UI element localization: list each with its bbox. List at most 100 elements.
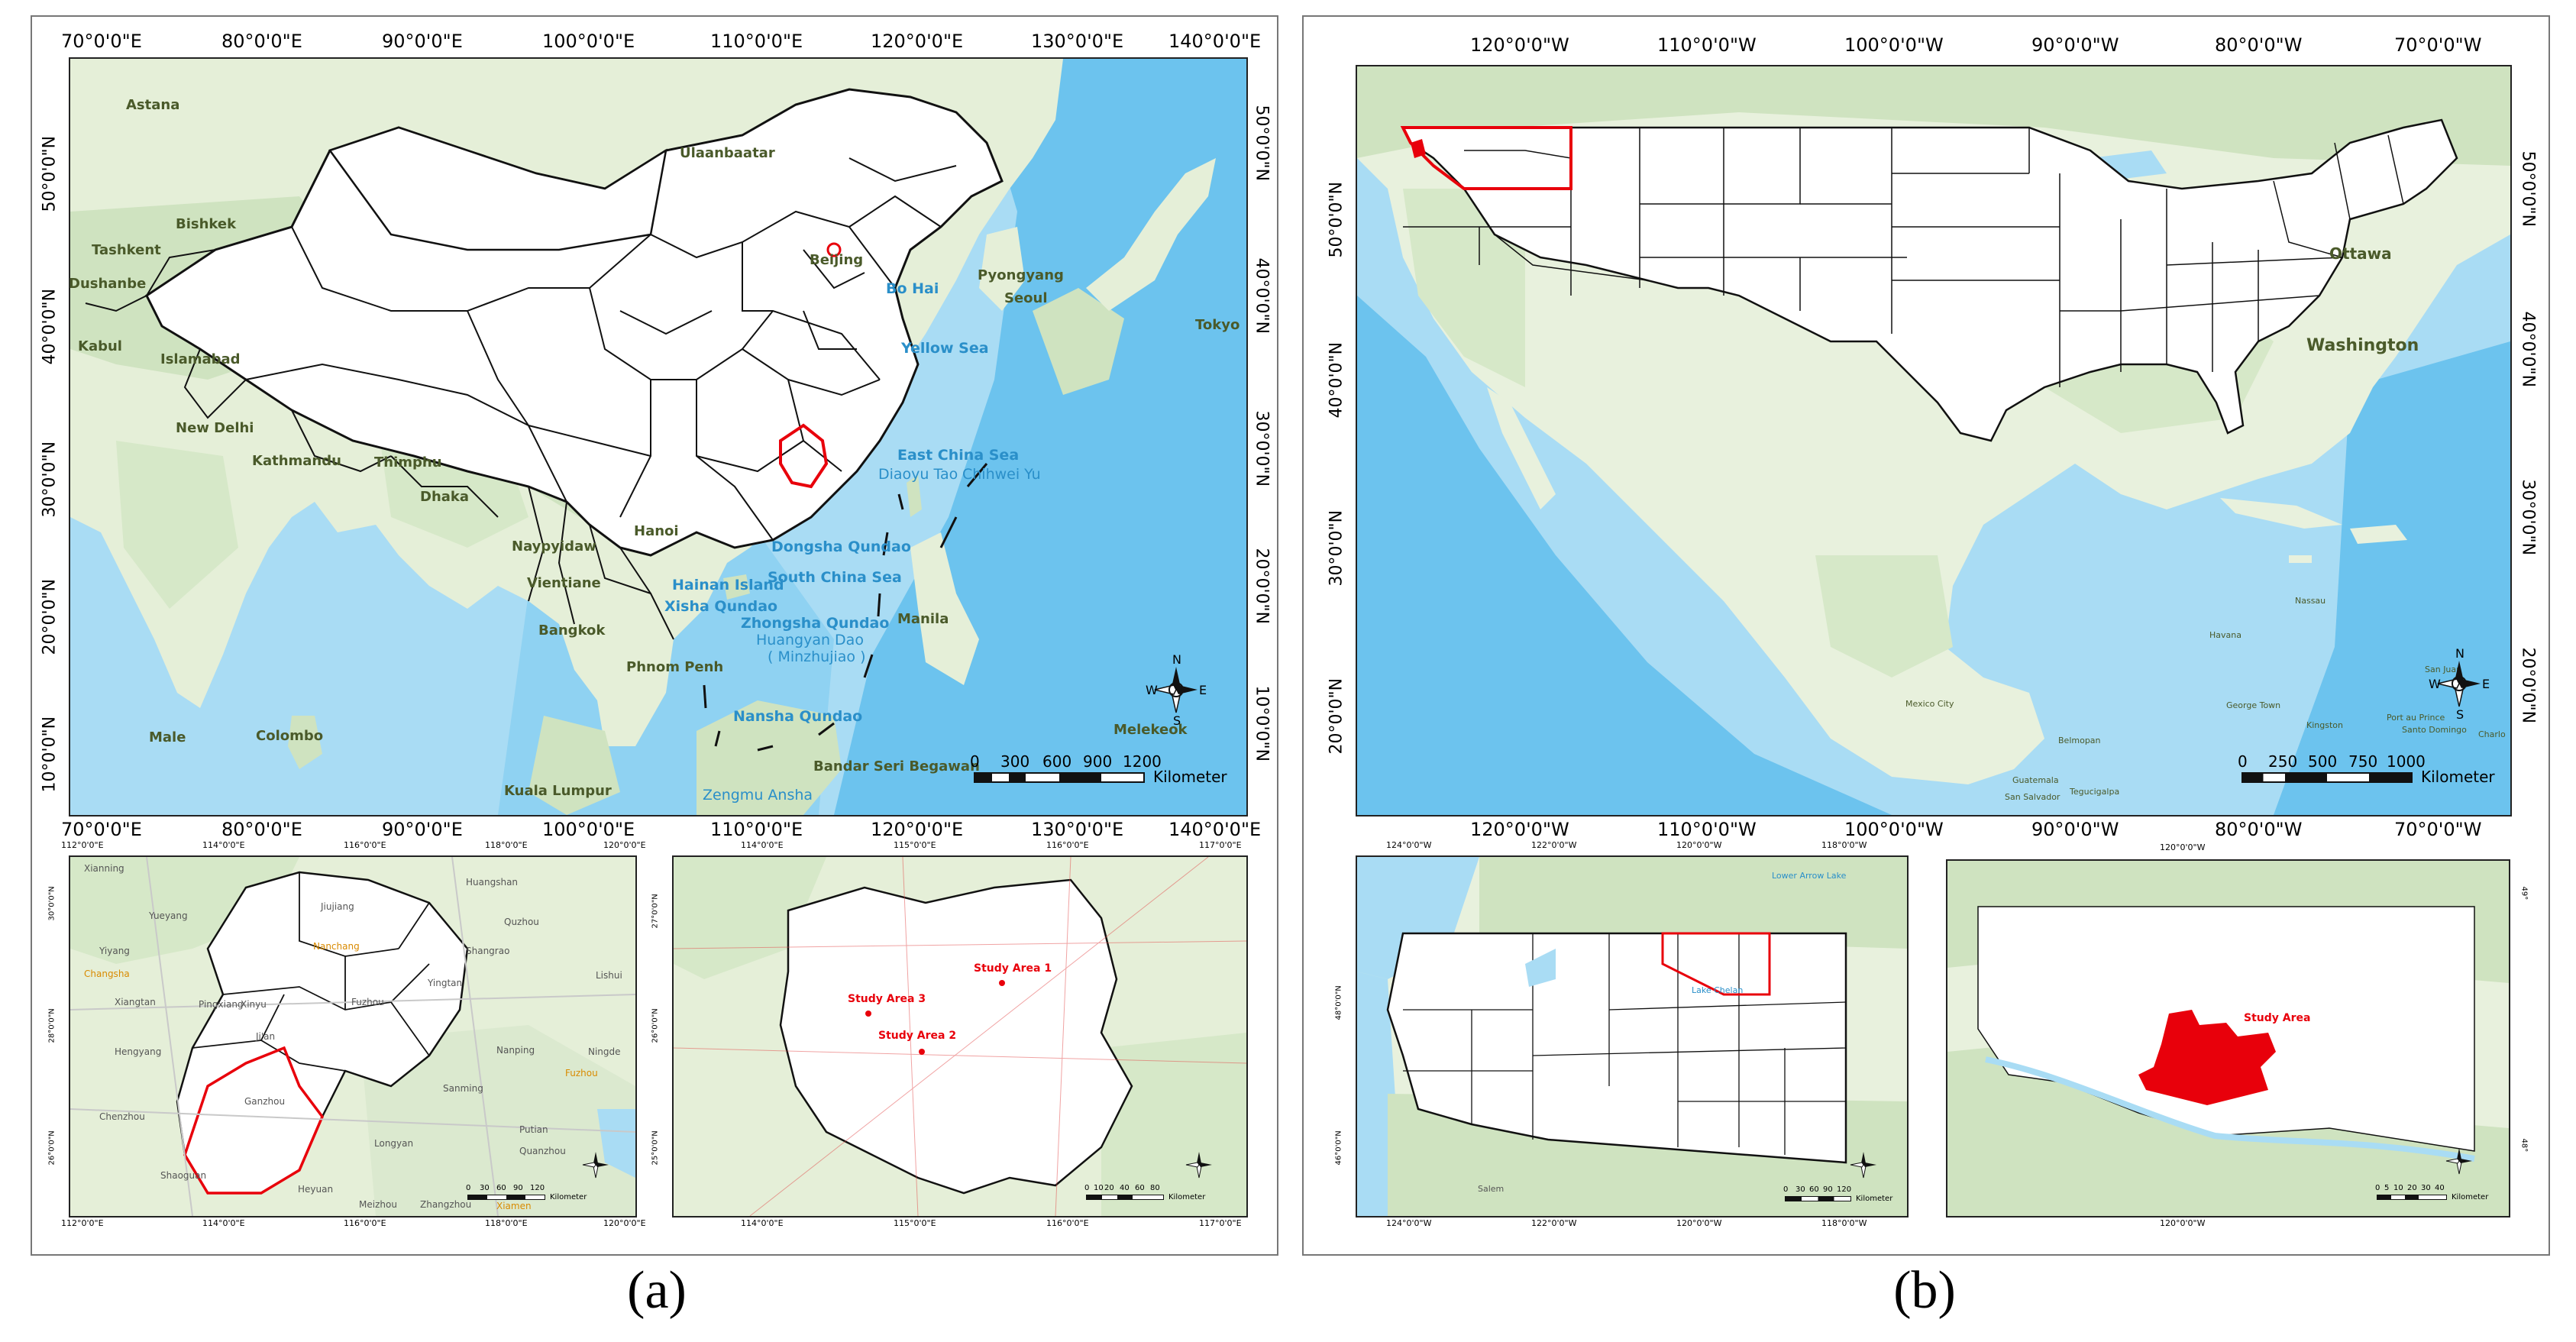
panel-b-top-lon-axis: 120°0'0"W 110°0'0"W 100°0'0"W 90°0'0"W 8… [1356, 34, 2509, 57]
city-label: San Juan [2425, 665, 2462, 674]
city-label: Melekeok [1113, 722, 1188, 738]
scale-tick: 300 [1000, 752, 1030, 771]
lat-tick: 26°0'0"N [47, 1130, 57, 1166]
inset2-scale-bar: 0 10 20 40 60 80 Kilometer [1084, 1184, 1237, 1207]
compass-rose-icon [2444, 1146, 2474, 1176]
study-area-label: Study Area 2 [878, 1030, 957, 1042]
lon-tick: 118°0'0"W [1821, 1218, 1867, 1228]
sea-label: Hainan Island [672, 577, 784, 593]
lon-tick: 124°0'0"W [1386, 1218, 1432, 1228]
city-label: Chenzhou [99, 1111, 145, 1122]
scale-tick: 40 [2435, 1184, 2445, 1192]
sea-label: Nansha Qundao [733, 708, 863, 725]
city-label: Bishkek [176, 216, 237, 232]
lon-tick: 122°0'0"W [1531, 1218, 1577, 1228]
lat-tick: 50°0'0"N [1252, 105, 1272, 182]
city-label: Belmopan [2058, 736, 2101, 745]
city-label: New Delhi [176, 420, 254, 436]
lon-tick: 116°0'0"E [1046, 840, 1089, 850]
lake-label: Lake Chelan [1692, 985, 1744, 995]
scale-tick: 10 [1094, 1184, 1104, 1192]
inset2-top-axis: 114°0'0"E 115°0'0"E 116°0'0"E 117°0'0"E [672, 840, 1245, 855]
city-label: Hanoi [634, 523, 679, 539]
scale-bar: 0 300 600 900 1200 Kilometer [970, 752, 1245, 791]
lon-tick: 124°0'0"W [1386, 840, 1432, 850]
sea-label: ( Minzhujiao ) [768, 648, 866, 665]
scale-tick: 600 [1042, 752, 1072, 771]
lon-tick: 115°0'0"E [894, 1218, 936, 1228]
panel-b-bottom-lon-axis: 120°0'0"W 110°0'0"W 100°0'0"W 90°0'0"W 8… [1356, 819, 2509, 842]
inset1-scale-bar: 0 30 60 90 120 Kilometer [466, 1184, 619, 1207]
sea-label: Chihwei Yu [962, 466, 1041, 483]
lon-tick: 130°0'0"E [1031, 819, 1124, 840]
lat-tick: 50°0'0"N [1327, 181, 1346, 258]
compass-n: N [1172, 652, 1181, 667]
city-label: Putian [519, 1124, 548, 1135]
city-label: Pingxiang [199, 999, 244, 1010]
city-label: Guatemala [2012, 775, 2059, 785]
inset2-study-labels: Study Area 1 Study Area 3 Study Area 2 [672, 855, 1245, 1214]
city-label: Meizhou [359, 1199, 397, 1210]
city-label: Ji'an [256, 1031, 276, 1042]
sea-label: Yellow Sea [901, 340, 989, 357]
city-label: Huangshan [466, 877, 519, 888]
inset-b2-right-axis: 49° 48° [2509, 859, 2539, 1214]
scale-tick: 10 [2393, 1184, 2403, 1192]
city-label: Manila [897, 611, 949, 627]
lat-tick: 49° [2519, 886, 2529, 901]
city-label: Charlo [2478, 729, 2506, 739]
inset-b1-left-axis: 48°0'0"N 46°0'0"N [1324, 855, 1354, 1214]
scale-tick: 30 [480, 1184, 490, 1192]
lon-tick: 120°0'0"W [1470, 819, 1569, 840]
scale-tick: 40 [1120, 1184, 1130, 1192]
city-label: Ganzhou [244, 1096, 286, 1107]
lat-tick: 20°0'0"N [1327, 677, 1346, 755]
city-label: Nassau [2295, 596, 2326, 606]
scale-tick: 20 [2407, 1184, 2417, 1192]
scale-unit: Kilometer [1856, 1195, 1893, 1203]
lat-tick: 40°0'0"N [40, 288, 60, 365]
lat-tick: 48°0'0"N [1334, 985, 1343, 1020]
compass-rose-icon [1848, 1150, 1879, 1180]
city-label: Longyan [374, 1138, 414, 1149]
panel-a-city-labels: Astana Ulaanbaatar Bishkek Tashkent Dush… [69, 57, 1245, 813]
lon-tick: 120°0'0"W [2160, 1218, 2206, 1228]
panel-b-inset-study-area [1946, 859, 2510, 1218]
sea-label: Dongsha Qundao [771, 538, 911, 555]
lon-tick: 70°0'0"E [61, 819, 142, 840]
panel-a-left-lat-axis: 50°0'0"N 40°0'0"N 30°0'0"N 20°0'0"N 10°0… [34, 57, 65, 813]
lat-tick: 40°0'0"N [1252, 257, 1272, 335]
sea-label: Diaoyu Tao [878, 466, 958, 483]
scale-tick: 250 [2268, 752, 2298, 771]
compass-w: W [2429, 677, 2441, 691]
city-label: Salem [1478, 1184, 1505, 1194]
city-label: Islamabad [160, 351, 241, 367]
scale-tick: 90 [1823, 1185, 1833, 1194]
sea-label: Xisha Qundao [664, 598, 778, 615]
inset-b2-scale-bar: 0 5 10 20 30 40 Kilometer [2375, 1184, 2505, 1207]
compass-n: N [2455, 646, 2464, 661]
inset-b2-bottom-axis: 120°0'0"W [1946, 1218, 2507, 1234]
scale-unit: Kilometer [550, 1193, 587, 1201]
scale-tick: 0 [970, 752, 980, 771]
lon-tick: 115°0'0"E [894, 840, 936, 850]
compass-s: S [1173, 713, 1181, 728]
lon-tick: 110°0'0"E [710, 819, 803, 840]
lon-tick: 70°0'0"W [2394, 34, 2482, 56]
city-label: Tegucigalpa [2070, 787, 2120, 797]
city-label: Phnom Penh [626, 659, 724, 675]
sea-label: Huangyan Dao [756, 632, 864, 648]
city-label: Hengyang [115, 1046, 162, 1057]
city-label: Jiujiang [321, 901, 354, 912]
lon-tick: 120°0'0"W [1676, 1218, 1722, 1228]
inset2-bottom-axis: 114°0'0"E 115°0'0"E 116°0'0"E 117°0'0"E [672, 1218, 1245, 1234]
scale-bar: 0 250 500 750 1000 Kilometer [2238, 752, 2513, 791]
compass-e: E [1199, 683, 1207, 697]
scale-tick: 60 [1809, 1185, 1819, 1194]
lon-tick: 112°0'0"E [61, 840, 104, 850]
inset-b1-labels: Lake Chelan Lower Arrow Lake Salem [1356, 855, 1905, 1214]
study-area-label: Study Area 3 [848, 993, 926, 1005]
lon-tick: 70°0'0"W [2394, 819, 2482, 840]
panel-b-left-lat-axis: 50°0'0"N 40°0'0"N 30°0'0"N 20°0'0"N [1321, 65, 1352, 813]
scale-tick: 5 [2384, 1184, 2390, 1192]
